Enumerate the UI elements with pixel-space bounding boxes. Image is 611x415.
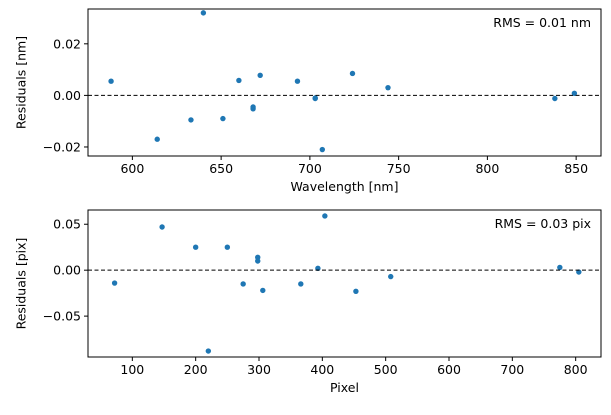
pixel-x-tick-label: 800	[564, 362, 588, 377]
pixel-x-tick-label: 600	[437, 362, 461, 377]
wavelength-y-tick-label: −0.02	[43, 139, 81, 154]
pixel-residual-point	[260, 287, 266, 294]
pixel-residual-point	[557, 264, 563, 271]
pixel-residual-point	[192, 244, 199, 250]
wavelength-y-axis-label: Residuals [nm]	[13, 36, 28, 129]
pixel-residual-point	[111, 280, 118, 286]
wavelength-axis-ticks: 600 650 700 750 800 850 −0.02 0.00 0.02	[43, 36, 588, 176]
wavelength-residual-point	[250, 106, 256, 112]
pixel-residual-point	[159, 224, 165, 230]
wavelength-x-tick-label: 700	[298, 161, 322, 176]
pixel-y-tick-label: −0.05	[43, 309, 81, 324]
pixel-x-tick-label: 300	[247, 362, 271, 377]
pixel-x-tick-label: 500	[374, 362, 398, 377]
wavelength-x-tick-label: 650	[209, 161, 233, 176]
wavelength-residual-point	[236, 77, 242, 84]
wavelength-plot-frame	[87, 8, 602, 157]
pixel-residual-point	[353, 288, 359, 295]
wavelength-residual-point	[154, 136, 160, 142]
wavelength-residual-point	[571, 90, 578, 97]
wavelength-rms-annotation: RMS = 0.01 nm	[493, 15, 591, 30]
wavelength-y-tick-label: 0.02	[53, 36, 81, 51]
pixel-residual-point	[298, 281, 304, 287]
wavelength-residual-point	[385, 84, 391, 91]
pixel-x-tick-label: 700	[500, 362, 524, 377]
wavelength-residual-point	[200, 10, 207, 16]
pixel-x-axis-label: Pixel	[330, 380, 359, 395]
pixel-residual-points	[111, 213, 582, 354]
pixel-residual-point	[322, 213, 328, 219]
pixel-residual-point	[388, 273, 394, 280]
wavelength-residual-point	[188, 117, 194, 123]
wavelength-residual-points	[108, 10, 578, 153]
pixel-residual-point	[205, 348, 212, 354]
wavelength-residual-point	[349, 70, 356, 77]
pixel-residual-point	[255, 258, 261, 264]
pixel-residual-point	[240, 281, 246, 287]
pixel-y-axis-label: Residuals [pix]	[13, 238, 28, 330]
wavelength-residual-point	[552, 95, 558, 102]
pixel-residual-point	[224, 244, 231, 250]
pixel-axis-ticks: 100 200 300 400 500 600 700 800 −0.05 0.00 0.05	[43, 217, 588, 377]
pixel-y-tick-label: 0.05	[53, 217, 81, 232]
pixel-y-tick-label: 0.00	[53, 263, 81, 278]
wavelength-x-tick-label: 850	[564, 161, 588, 176]
wavelength-residual-point	[312, 95, 318, 102]
wavelength-residual-point	[257, 72, 263, 78]
pixel-x-tick-label: 400	[310, 362, 334, 377]
wavelength-x-tick-label: 600	[120, 161, 144, 176]
wavelength-residual-point	[294, 78, 301, 84]
wavelength-residual-point	[220, 115, 226, 122]
wavelength-x-axis-label: Wavelength [nm]	[291, 179, 399, 194]
pixel-rms-annotation: RMS = 0.03 pix	[495, 216, 591, 231]
wavelength-residual-point	[108, 78, 114, 84]
wavelength-x-tick-label: 800	[475, 161, 499, 176]
wavelength-x-tick-label: 750	[387, 161, 411, 176]
pixel-x-tick-label: 100	[120, 362, 144, 377]
pixel-plot-frame	[87, 209, 602, 358]
wavelength-residual-point	[319, 146, 326, 153]
wavelength-residuals-panel: 600 650 700 750 800 850 −0.02 0.00 0.02 RMS = 0.…	[13, 8, 602, 194]
pixel-x-tick-label: 200	[184, 362, 208, 377]
wavelength-y-tick-label: 0.00	[53, 88, 81, 103]
pixel-residuals-panel: 100 200 300 400 500 600 700 800 −0.05 0.00 0.05 RM…	[13, 209, 602, 395]
